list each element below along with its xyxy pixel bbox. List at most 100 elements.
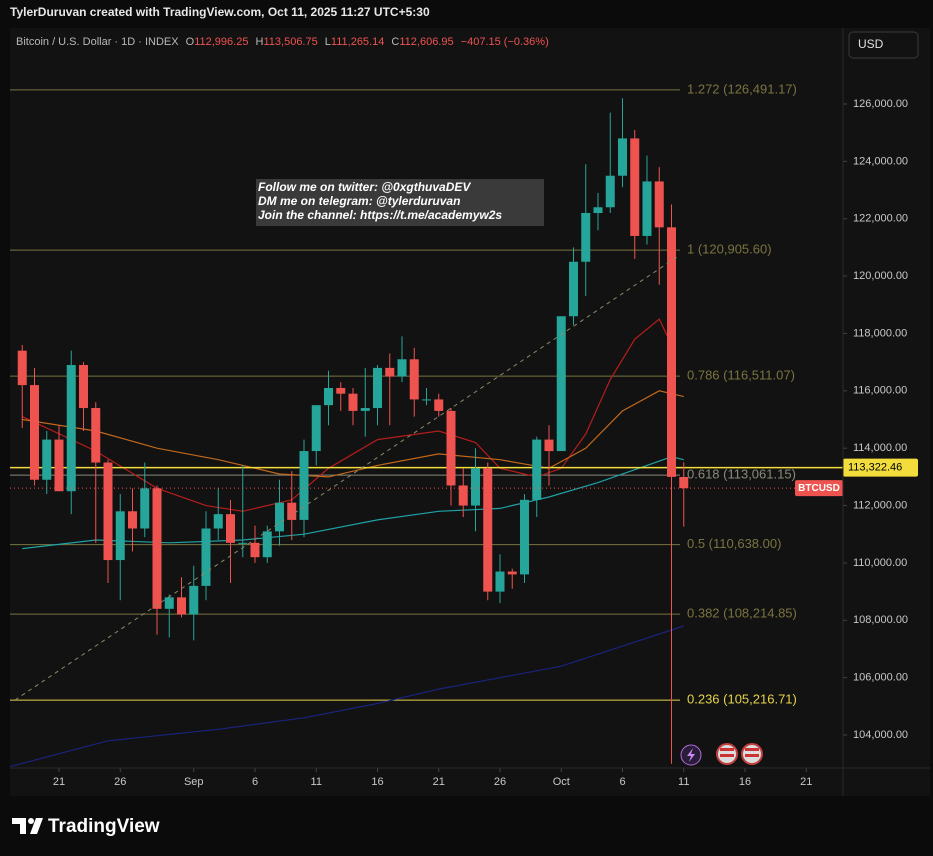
note-box [256, 179, 544, 226]
x-tick-label: 16 [739, 776, 751, 788]
symbol: Bitcoin / U.S. Dollar · 1D · INDEX [16, 36, 179, 48]
legend-value: 112,996.25 [194, 36, 248, 48]
y-tick-label: 114,000.00 [853, 442, 907, 454]
candle-body [213, 514, 223, 529]
y-tick-label: 126,000.00 [853, 98, 908, 110]
lightning [687, 748, 695, 762]
y-tick-label: 124,000.00 [853, 155, 908, 167]
flag-stripe [745, 748, 759, 751]
candle-body [140, 488, 150, 529]
candle-body [250, 542, 260, 558]
logo-mark [30, 818, 43, 834]
legend-change: −407.15 (−0.36%) [461, 36, 549, 48]
legend-key: L [325, 36, 331, 48]
note-line: Join the channel: https://t.me/academyw2… [258, 208, 502, 222]
candle-body [360, 408, 370, 411]
moving-average [22, 390, 684, 478]
candle-body [238, 542, 248, 544]
x-tick-label: 16 [371, 776, 383, 788]
candle-body [336, 387, 346, 394]
candle-body [605, 175, 615, 208]
currency-label[interactable]: USD [858, 37, 884, 51]
logo-mark [12, 818, 26, 834]
candle-body [299, 451, 309, 520]
candle-body [581, 213, 591, 262]
event-icons [680, 743, 763, 766]
last-price-label: 113,322.46 [848, 462, 902, 474]
candle-body [385, 367, 395, 377]
flag-stripe [720, 748, 734, 751]
credit: TylerDuruvan created with TradingView.co… [10, 5, 430, 19]
candle-body [458, 485, 468, 506]
candle-body [667, 227, 676, 477]
candle-body [532, 439, 542, 500]
candle-body [287, 502, 297, 520]
x-tick-label: 6 [252, 776, 258, 788]
candle-body [42, 439, 52, 480]
x-tick-label: 11 [311, 776, 322, 788]
y-tick-label: 108,000.00 [853, 614, 908, 626]
candle-body [397, 359, 407, 377]
currency-button[interactable] [848, 31, 919, 59]
y-tick-label: 110,000.00 [853, 557, 907, 569]
candle-body [348, 393, 358, 411]
candle-body [422, 399, 431, 401]
chart-panel [10, 28, 930, 796]
candle-body [507, 571, 517, 575]
note-line: DM me on telegram: @tylerduruvan [258, 194, 460, 208]
flag-stripe [745, 754, 759, 757]
candle-body [446, 410, 456, 486]
legend-value: 111,265.14 [331, 36, 384, 48]
x-tick-label: 26 [494, 776, 506, 788]
legend-value: 112,606.95 [399, 36, 453, 48]
candle-body [177, 597, 186, 615]
candle-body [226, 514, 235, 543]
y-tick-label: 116,000.00 [853, 385, 907, 397]
moving-average [22, 318, 673, 512]
candle-body [593, 207, 603, 213]
fib-label: 0.5 (110,638.00) [687, 536, 781, 551]
moving-average [22, 456, 684, 550]
candle-body [483, 468, 493, 592]
x-tick-label: 21 [53, 776, 65, 788]
x-tick-label: 11 [678, 776, 689, 788]
brand-logo [12, 818, 43, 834]
candle-body [115, 511, 125, 561]
legend-value: 113,506.75 [263, 36, 317, 48]
candle-body [434, 399, 444, 411]
candle-body [262, 531, 272, 558]
candle-body [311, 405, 321, 452]
fib-label: 0.786 (116,511.07) [687, 368, 795, 383]
x-tick-label: Oct [553, 776, 570, 788]
y-tick-label: 120,000.00 [853, 270, 908, 282]
legend-key: O [186, 36, 195, 48]
fib-label: 0.618 (113,061.15) [687, 467, 796, 482]
fib-label: 1.272 (126,491.17) [687, 81, 797, 96]
candle-body [164, 597, 174, 609]
candle-body [556, 316, 566, 452]
candle-body [324, 387, 333, 406]
fib-label: 0.236 (105,216.71) [687, 692, 797, 707]
candle-body [66, 365, 76, 492]
y-tick-label: 106,000.00 [853, 672, 908, 684]
fib-label: 1 (120,905.60) [687, 242, 772, 257]
candle-body [471, 468, 480, 506]
flag-stripe [720, 754, 734, 757]
candle-body [201, 528, 211, 586]
plot-area: 1.272 (126,491.17) 1 (120,905.60) 0.786 (1… [10, 81, 843, 768]
x-tick-label: Sep [184, 776, 204, 788]
note-line: Follow me on twitter: @0xgthuvaDEV [258, 180, 471, 194]
candle-body [630, 138, 640, 236]
close-tag-label: BTCUSD [798, 483, 840, 494]
axes: 104,000.00 106,000.00 108,000.00 110,000.00… [53, 98, 918, 788]
candle-body [54, 439, 64, 492]
x-tick-label: 21 [433, 776, 445, 788]
candle-body [520, 499, 529, 575]
legend-key: H [256, 36, 264, 48]
brand: TradingView [48, 816, 160, 837]
candle-body [409, 359, 419, 400]
y-tick-label: 122,000.00 [853, 213, 908, 225]
candle-body [495, 571, 505, 592]
candle-body [679, 476, 689, 489]
